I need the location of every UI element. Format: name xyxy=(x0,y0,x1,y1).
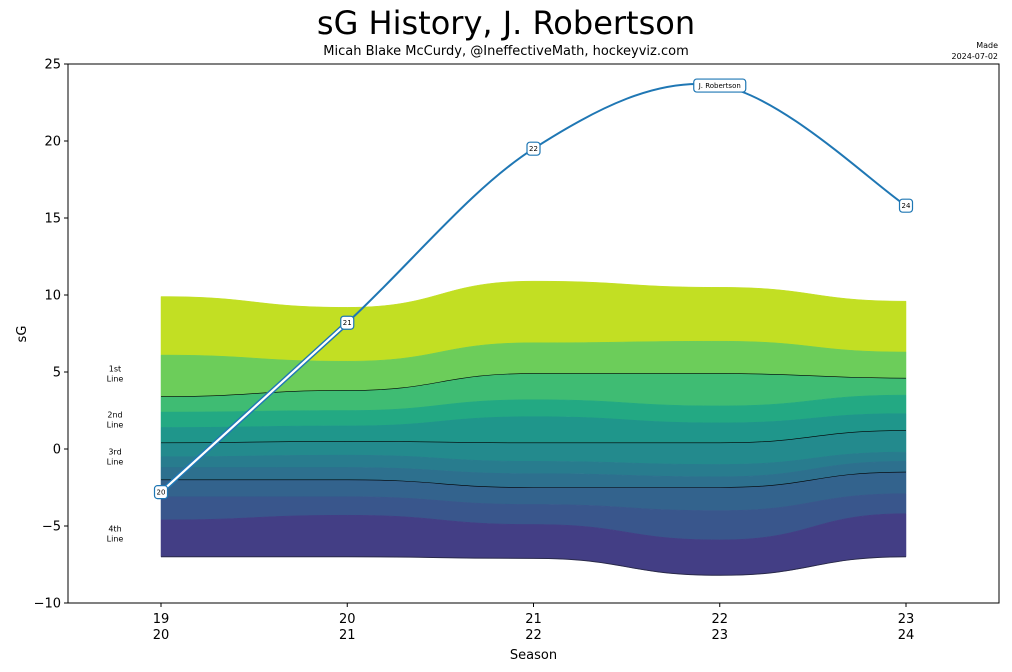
x-tick-label-top-2: 21 xyxy=(525,612,542,627)
point-label-text-3: J. Robertson xyxy=(698,82,741,90)
point-label-text-0: 20 xyxy=(157,489,166,497)
tier-label-1-top: 1st xyxy=(109,365,121,374)
player-segment-first-inner xyxy=(160,321,348,493)
point-label-3: J. Robertson xyxy=(693,78,747,93)
point-label-box-0 xyxy=(153,485,169,500)
y-tick-label-10: 10 xyxy=(44,289,61,304)
x-tick-label-bottom-0: 20 xyxy=(153,628,170,643)
x-tick-label-top-4: 23 xyxy=(898,612,915,627)
tier-label-2-top: 2nd xyxy=(107,411,122,420)
y-tick-label-15: 15 xyxy=(44,212,61,227)
line-boundary-5 xyxy=(160,430,907,444)
y-tick-label-20: 20 xyxy=(44,135,61,150)
point-label-box-1 xyxy=(340,315,355,330)
x-tick-label-bottom-1: 21 xyxy=(339,628,356,643)
point-label-text-1: 21 xyxy=(343,319,352,327)
player-series: 20 21 22 J. Robertson 24 xyxy=(153,78,914,500)
league-bands xyxy=(160,280,907,576)
x-tick-label-bottom-3: 23 xyxy=(711,628,728,643)
point-label-1: 21 xyxy=(340,315,355,330)
line-boundary-2 xyxy=(160,373,907,397)
chart-title: sG History, J. Robertson xyxy=(316,4,696,42)
y-tick-label-5: 5 xyxy=(53,366,61,381)
point-label-text-2: 22 xyxy=(529,145,538,153)
x-tick-label-bottom-2: 22 xyxy=(525,628,542,643)
x-tick-label-bottom-4: 24 xyxy=(898,628,915,643)
tier-label-3-top: 3rd xyxy=(108,448,121,457)
tier-label-4-bottom: Line xyxy=(107,535,124,544)
band-bottom-edge xyxy=(161,556,907,576)
line-boundaries xyxy=(160,373,907,488)
y-axis-label: sG xyxy=(15,326,30,343)
made-date: 2024-07-02 xyxy=(951,52,999,61)
x-tick-label-top-3: 22 xyxy=(711,612,728,627)
point-label-box-4 xyxy=(898,198,914,213)
point-label-box-2 xyxy=(526,141,541,156)
x-tick-label-top-1: 20 xyxy=(339,612,356,627)
tier-label-1-bottom: Line xyxy=(107,375,124,384)
point-label-0: 20 xyxy=(153,485,169,500)
tier-label-2-bottom: Line xyxy=(107,421,124,430)
player-line xyxy=(346,82,907,324)
point-label-box-3 xyxy=(693,78,747,93)
point-label-2: 22 xyxy=(526,141,541,156)
line-boundary-8 xyxy=(161,471,907,488)
y-tick-label-25: 25 xyxy=(44,58,61,73)
y-tick-label--5: −5 xyxy=(42,520,61,535)
tier-label-4-top: 4th xyxy=(108,525,121,534)
point-label-text-4: 24 xyxy=(902,202,911,210)
y-tick-label-0: 0 xyxy=(53,443,61,458)
tier-label-3-bottom: Line xyxy=(107,458,124,467)
point-label-4: 24 xyxy=(898,198,914,213)
chart-subtitle: Micah Blake McCurdy, @IneffectiveMath, h… xyxy=(323,44,689,59)
x-axis-label: Season xyxy=(510,648,557,663)
y-tick-label--10: −10 xyxy=(34,597,61,612)
x-tick-label-top-0: 19 xyxy=(153,612,170,627)
made-label: Made xyxy=(976,41,998,50)
